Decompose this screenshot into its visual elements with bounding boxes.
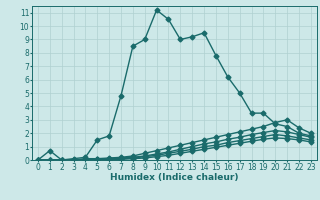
X-axis label: Humidex (Indice chaleur): Humidex (Indice chaleur) [110, 173, 239, 182]
